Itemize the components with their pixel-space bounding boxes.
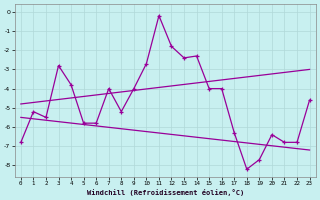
X-axis label: Windchill (Refroidissement éolien,°C): Windchill (Refroidissement éolien,°C) — [87, 189, 244, 196]
